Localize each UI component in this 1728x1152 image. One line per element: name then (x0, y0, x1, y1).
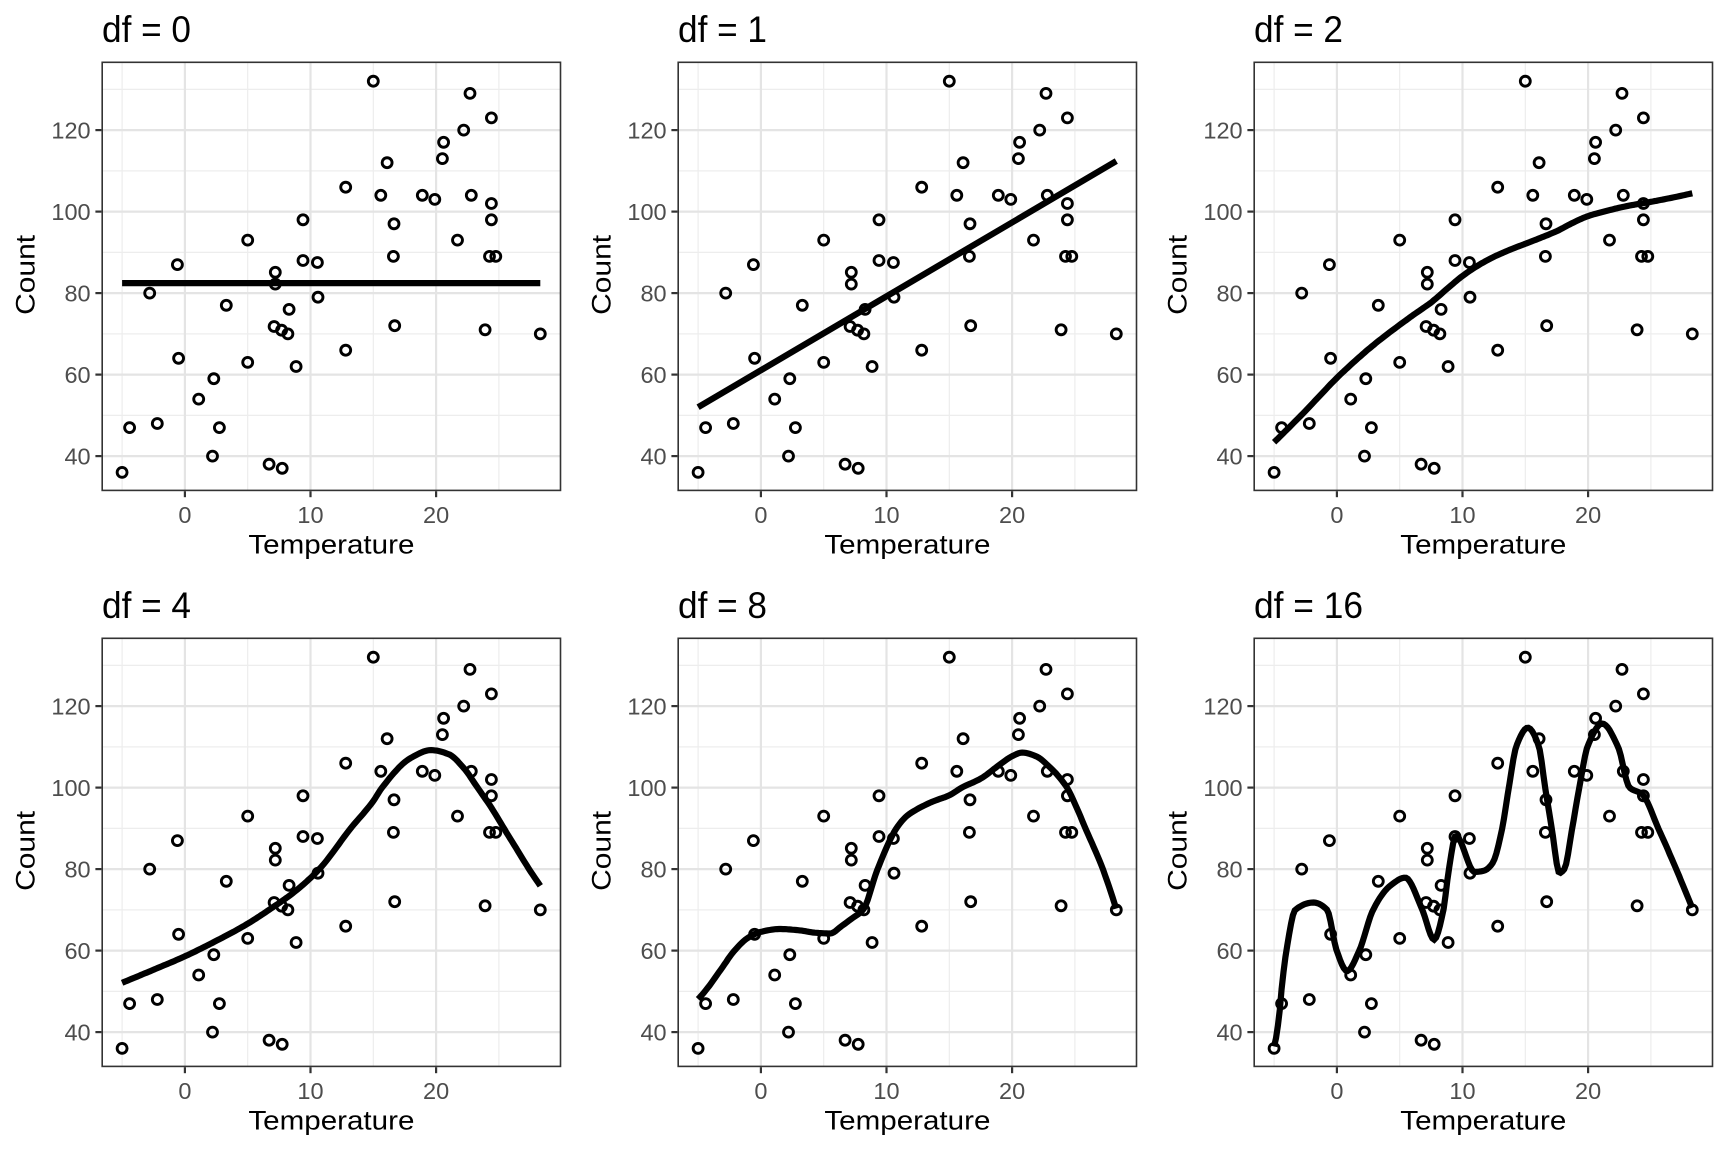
svg-text:20: 20 (1575, 1078, 1601, 1104)
svg-text:100: 100 (627, 199, 666, 225)
svg-text:120: 120 (1203, 118, 1242, 144)
svg-text:0: 0 (754, 502, 767, 528)
svg-text:100: 100 (627, 775, 666, 801)
svg-text:df = 8: df = 8 (678, 585, 767, 626)
svg-text:0: 0 (178, 502, 191, 528)
svg-text:100: 100 (51, 775, 90, 801)
svg-text:80: 80 (640, 857, 666, 883)
svg-text:df = 16: df = 16 (1254, 585, 1363, 626)
svg-text:40: 40 (1216, 444, 1242, 470)
svg-text:20: 20 (1575, 502, 1601, 528)
svg-text:df = 4: df = 4 (102, 585, 191, 626)
svg-text:80: 80 (640, 281, 666, 307)
svg-text:10: 10 (1449, 1078, 1475, 1104)
svg-text:120: 120 (1203, 694, 1242, 720)
svg-text:Temperature: Temperature (1400, 1106, 1566, 1136)
svg-text:10: 10 (1449, 502, 1475, 528)
svg-text:Count: Count (1163, 234, 1193, 315)
svg-text:100: 100 (1203, 199, 1242, 225)
svg-text:Temperature: Temperature (824, 1106, 990, 1136)
svg-text:60: 60 (1216, 362, 1242, 388)
svg-text:20: 20 (423, 1078, 449, 1104)
svg-text:80: 80 (64, 857, 90, 883)
svg-text:Temperature: Temperature (248, 530, 414, 560)
svg-text:Count: Count (1163, 810, 1193, 891)
svg-text:80: 80 (1216, 281, 1242, 307)
svg-text:60: 60 (640, 938, 666, 964)
svg-text:40: 40 (1216, 1020, 1242, 1046)
svg-text:60: 60 (640, 362, 666, 388)
svg-text:60: 60 (64, 938, 90, 964)
svg-text:0: 0 (1330, 502, 1343, 528)
svg-text:120: 120 (51, 694, 90, 720)
svg-text:df = 2: df = 2 (1254, 9, 1343, 50)
svg-text:10: 10 (297, 502, 323, 528)
svg-text:60: 60 (64, 362, 90, 388)
svg-text:Temperature: Temperature (824, 530, 990, 560)
svg-text:10: 10 (873, 1078, 899, 1104)
svg-text:10: 10 (873, 502, 899, 528)
svg-text:120: 120 (627, 694, 666, 720)
svg-text:20: 20 (999, 502, 1025, 528)
svg-text:120: 120 (51, 118, 90, 144)
svg-text:df = 0: df = 0 (102, 9, 191, 50)
svg-text:20: 20 (423, 502, 449, 528)
svg-text:120: 120 (627, 118, 666, 144)
svg-text:100: 100 (1203, 775, 1242, 801)
svg-text:Temperature: Temperature (248, 1106, 414, 1136)
svg-text:Count: Count (11, 810, 41, 891)
svg-text:80: 80 (1216, 857, 1242, 883)
svg-text:40: 40 (640, 444, 666, 470)
svg-text:40: 40 (64, 1020, 90, 1046)
svg-text:Temperature: Temperature (1400, 530, 1566, 560)
svg-text:40: 40 (64, 444, 90, 470)
svg-text:10: 10 (297, 1078, 323, 1104)
svg-text:100: 100 (51, 199, 90, 225)
svg-text:0: 0 (1330, 1078, 1343, 1104)
svg-text:Count: Count (587, 234, 617, 315)
svg-text:60: 60 (1216, 938, 1242, 964)
svg-text:80: 80 (64, 281, 90, 307)
svg-text:0: 0 (178, 1078, 191, 1104)
svg-text:0: 0 (754, 1078, 767, 1104)
svg-text:Count: Count (587, 810, 617, 891)
svg-text:20: 20 (999, 1078, 1025, 1104)
svg-text:40: 40 (640, 1020, 666, 1046)
svg-text:df = 1: df = 1 (678, 9, 767, 50)
svg-text:Count: Count (11, 234, 41, 315)
